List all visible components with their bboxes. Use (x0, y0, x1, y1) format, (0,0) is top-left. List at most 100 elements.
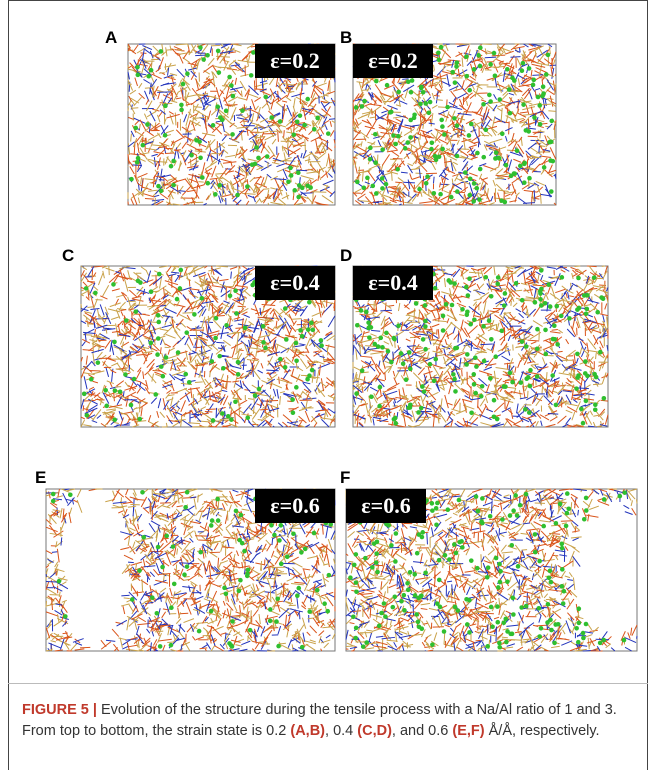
bond (188, 44, 189, 47)
atom (500, 132, 505, 137)
atom (213, 336, 218, 341)
bond (238, 267, 239, 277)
atom (424, 181, 429, 186)
atom (504, 163, 509, 168)
atom (488, 99, 493, 104)
atom (368, 157, 373, 162)
atom (217, 70, 222, 75)
atom (175, 297, 180, 302)
atom (467, 133, 472, 138)
bond (425, 338, 430, 339)
atom (527, 176, 532, 181)
atom (149, 289, 154, 294)
atom (300, 334, 305, 339)
figure: ε=0.2Aε=0.2Bε=0.4Cε=0.4Dε=0.6Eε=0.6F (0, 0, 656, 680)
atom (505, 67, 510, 72)
atom (278, 357, 283, 362)
atom (137, 417, 142, 422)
atom (171, 159, 176, 164)
panel: ε=0.4D (340, 246, 608, 427)
atom (405, 140, 410, 145)
atom (440, 147, 445, 152)
atom (89, 377, 94, 382)
atom (437, 57, 442, 62)
atom (521, 61, 526, 66)
atom (253, 162, 258, 167)
bond (205, 412, 212, 413)
atom (326, 131, 331, 136)
atom (227, 75, 232, 80)
atom (542, 165, 547, 170)
atom (215, 104, 220, 109)
atom (85, 413, 90, 418)
atom (205, 53, 210, 58)
atom (380, 176, 385, 181)
bond (190, 352, 191, 360)
atom (537, 103, 542, 108)
atom (302, 123, 307, 128)
atom (96, 360, 101, 365)
atom (417, 187, 422, 192)
atom (179, 103, 184, 108)
atom (289, 173, 294, 178)
bond (299, 352, 309, 353)
bond (596, 353, 597, 359)
atom (306, 327, 311, 332)
atom (362, 99, 367, 104)
atom (510, 76, 515, 81)
bond (523, 203, 535, 204)
atom (224, 109, 229, 114)
atom (373, 132, 378, 137)
bond (393, 158, 403, 159)
atom (464, 74, 469, 79)
atom (220, 118, 225, 123)
atom (524, 128, 529, 133)
atom (256, 156, 261, 161)
bond (402, 79, 408, 80)
atom (440, 124, 445, 129)
atom (132, 377, 137, 382)
atom (112, 340, 117, 345)
atom (385, 83, 390, 88)
atom (380, 147, 385, 152)
atom (236, 372, 241, 377)
atom (159, 189, 164, 194)
bond (159, 180, 165, 181)
atom (393, 142, 398, 147)
atom (104, 404, 109, 409)
atom (515, 148, 520, 153)
bond (491, 67, 499, 68)
atom (214, 316, 219, 321)
bond (395, 182, 402, 183)
atom (546, 53, 551, 58)
bond (509, 121, 510, 134)
atom (309, 320, 314, 325)
atom (235, 193, 240, 198)
bond (89, 370, 100, 371)
atom (123, 372, 128, 377)
atom (156, 320, 161, 325)
bond (223, 381, 231, 382)
atom (283, 306, 288, 311)
strain-tag: ε=0.2 (368, 48, 417, 73)
atom (310, 368, 315, 373)
atom (163, 104, 168, 109)
atom (181, 82, 186, 87)
bond (157, 92, 171, 93)
atom (153, 392, 158, 397)
bond (420, 132, 421, 139)
strain-tag: ε=0.2 (270, 48, 319, 73)
atom (178, 286, 183, 291)
bond (206, 409, 216, 410)
bond (266, 370, 278, 371)
atom (508, 111, 513, 116)
atom (217, 183, 222, 188)
atom (374, 79, 379, 84)
atom (243, 325, 248, 330)
atom (136, 279, 141, 284)
atom (406, 80, 411, 85)
atom (439, 45, 444, 50)
atom (311, 328, 316, 333)
bond (256, 76, 257, 89)
atom (253, 393, 258, 398)
